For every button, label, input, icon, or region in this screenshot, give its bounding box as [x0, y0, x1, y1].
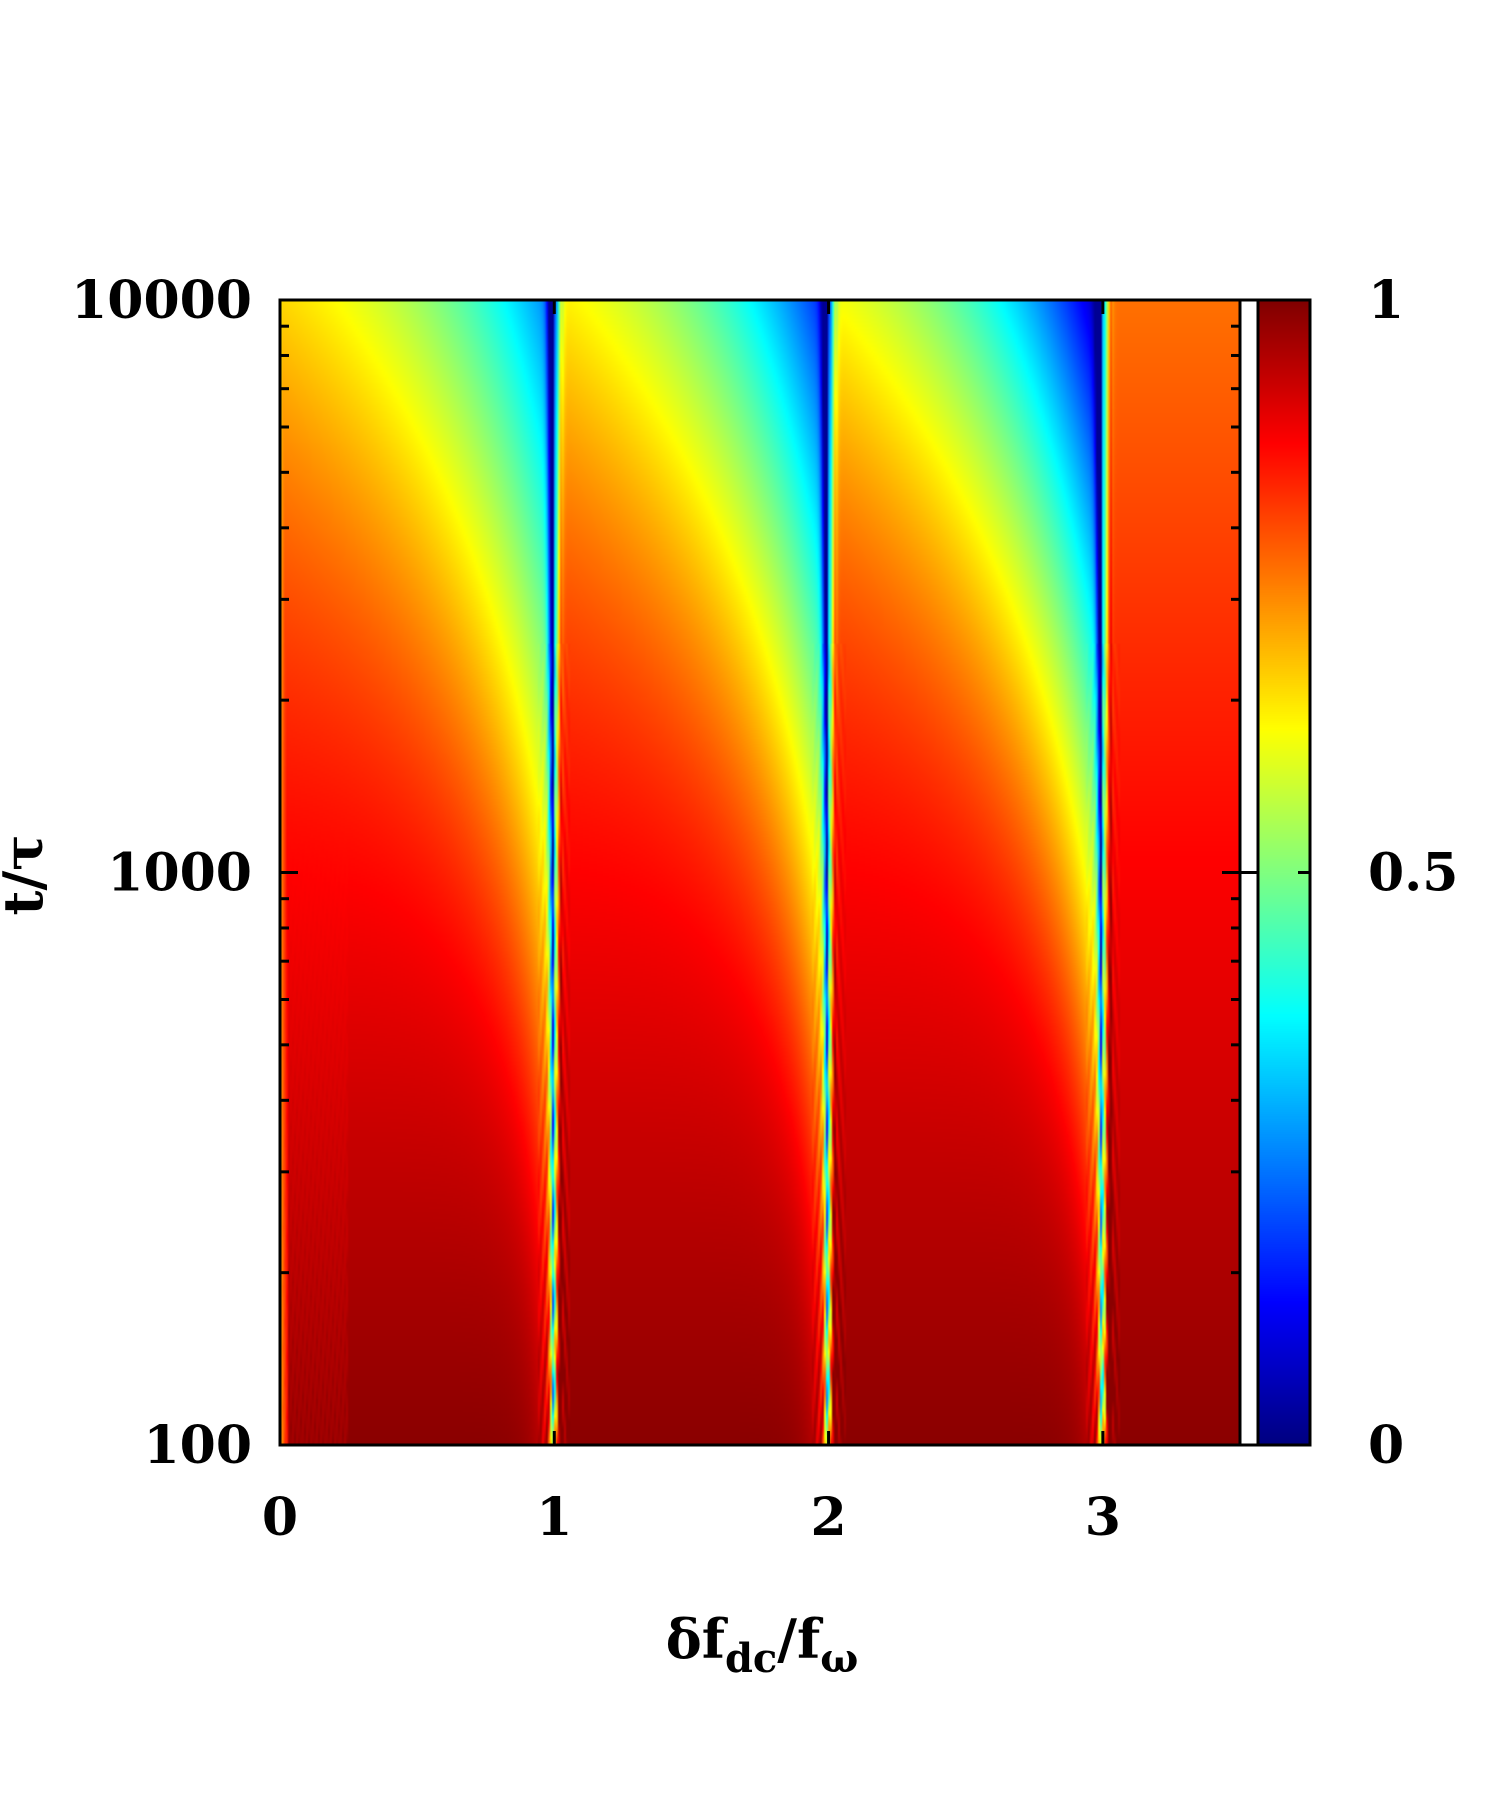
y-tick-label: 10000: [71, 270, 252, 331]
x-tick-label: 2: [810, 1487, 846, 1548]
x-axis-ticks: 0 1 2 3: [262, 300, 1121, 1548]
colorbar-tick-label: 1: [1368, 270, 1404, 331]
y-tick-label: 100: [143, 1415, 252, 1476]
colorbar-tick-label: 0: [1368, 1415, 1404, 1476]
colorbar: 00.51: [1240, 270, 1458, 1476]
x-axis-label: δfdc/fω: [666, 1607, 859, 1682]
x-tick-label: 1: [536, 1487, 572, 1548]
plot-area: [278, 298, 1242, 1447]
x-tick-label: 0: [262, 1487, 298, 1548]
colorbar-ticks: 00.51: [1240, 270, 1458, 1476]
x-tick-label: 3: [1085, 1487, 1121, 1548]
heatmap-image: [280, 300, 1240, 1445]
y-axis-label: t/τ: [0, 835, 55, 916]
colorbar-tick-label: 0.5: [1368, 843, 1458, 904]
y-axis-ticks: 100 1000 10000: [71, 270, 1240, 1476]
y-tick-label: 1000: [107, 843, 252, 904]
